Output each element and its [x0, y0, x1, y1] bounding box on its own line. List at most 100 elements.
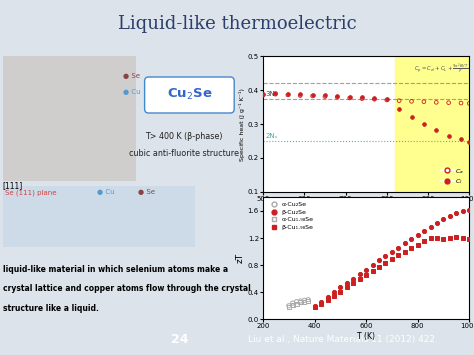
Point [296, 91, 304, 97]
Point [285, 303, 292, 308]
Y-axis label: Specific heat (J g⁻¹ K⁻¹): Specific heat (J g⁻¹ K⁻¹) [239, 88, 245, 160]
Text: ● Se: ● Se [123, 73, 140, 78]
Point [394, 252, 402, 258]
Point [317, 299, 325, 305]
Point [408, 236, 415, 242]
Point [309, 93, 316, 99]
Point [284, 91, 292, 97]
Point [317, 301, 325, 307]
Point [459, 235, 466, 241]
Point [371, 97, 378, 102]
Point [324, 294, 331, 300]
Point [401, 241, 409, 246]
Point [453, 210, 460, 216]
Point [311, 304, 319, 310]
Point [304, 298, 312, 304]
Point [358, 94, 366, 100]
Point [433, 220, 441, 226]
Point [334, 94, 341, 100]
Text: ● Cu: ● Cu [123, 89, 140, 95]
Text: 24: 24 [172, 333, 189, 346]
Point [440, 236, 447, 242]
Point [382, 253, 389, 259]
Point [459, 208, 466, 214]
Point [408, 98, 415, 104]
Point [330, 293, 338, 299]
Point [289, 302, 297, 308]
Point [311, 303, 319, 308]
Point [363, 267, 370, 273]
Point [465, 139, 473, 144]
Point [293, 301, 301, 307]
Y-axis label: zT: zT [236, 253, 245, 263]
Point [349, 276, 357, 282]
Point [349, 280, 357, 286]
Point [375, 264, 383, 270]
Point [446, 213, 454, 219]
Text: Se (111) plane: Se (111) plane [5, 189, 56, 196]
Point [382, 260, 389, 266]
Text: T> 400 K (β-phase): T> 400 K (β-phase) [146, 132, 223, 141]
Point [297, 298, 304, 304]
Point [420, 229, 428, 234]
Text: Liquid-like thermoelectric: Liquid-like thermoelectric [118, 15, 356, 33]
Point [259, 92, 267, 98]
Point [337, 285, 344, 290]
X-axis label: T (K): T (K) [357, 332, 375, 341]
Point [408, 114, 415, 120]
Point [414, 242, 421, 248]
Text: liquid-like material in which selenium atoms make a: liquid-like material in which selenium a… [2, 265, 228, 274]
Point [346, 94, 354, 99]
Point [324, 297, 331, 302]
Point [293, 299, 301, 305]
Point [330, 289, 338, 295]
Point [465, 100, 473, 106]
Bar [2, 56, 136, 181]
Point [465, 207, 473, 213]
Point [388, 249, 396, 255]
Text: 3Nᵥ: 3Nᵥ [265, 91, 278, 97]
Bar [395, 56, 469, 192]
Legend: α-Cu₂Se, β-Cu₂Se, α-Cu₁.₉₈Se, β-Cu₁.₉₈Se: α-Cu₂Se, β-Cu₂Se, α-Cu₁.₉₈Se, β-Cu₁.₉₈Se [266, 201, 314, 231]
Point [445, 133, 452, 139]
Text: crystal lattice and copper atoms flow through the crystal: crystal lattice and copper atoms flow th… [2, 284, 250, 293]
Point [375, 258, 383, 263]
Point [427, 235, 434, 241]
Point [369, 262, 376, 268]
Point [457, 100, 465, 106]
Point [433, 235, 441, 241]
Point [420, 121, 428, 127]
Point [346, 95, 354, 101]
Point [445, 100, 452, 105]
Point [284, 92, 292, 98]
Bar [2, 186, 194, 247]
Point [321, 92, 329, 98]
Point [388, 256, 396, 262]
Point [414, 233, 421, 238]
Point [453, 234, 460, 240]
Point [457, 136, 465, 142]
Point [420, 99, 428, 104]
Point [337, 289, 344, 294]
Point [383, 96, 391, 102]
Point [289, 300, 297, 306]
Text: ● Se: ● Se [138, 189, 155, 195]
Point [432, 99, 440, 105]
Point [343, 285, 351, 290]
Point [358, 96, 366, 102]
Point [285, 304, 292, 310]
Point [301, 299, 308, 305]
Text: [111]: [111] [2, 181, 23, 190]
Point [446, 235, 454, 241]
Point [408, 245, 415, 251]
Text: Cu$_2$Se: Cu$_2$Se [167, 87, 212, 102]
Point [272, 91, 279, 97]
Text: $C_p = C_{el} + C_L + \frac{9\alpha^2BVT}{\rho}$: $C_p = C_{el} + C_L + \frac{9\alpha^2BVT… [414, 61, 468, 76]
Point [343, 280, 351, 286]
Point [369, 268, 376, 274]
Point [297, 300, 304, 305]
Point [371, 95, 378, 101]
Point [334, 93, 341, 99]
Point [395, 98, 403, 104]
Point [395, 106, 403, 112]
